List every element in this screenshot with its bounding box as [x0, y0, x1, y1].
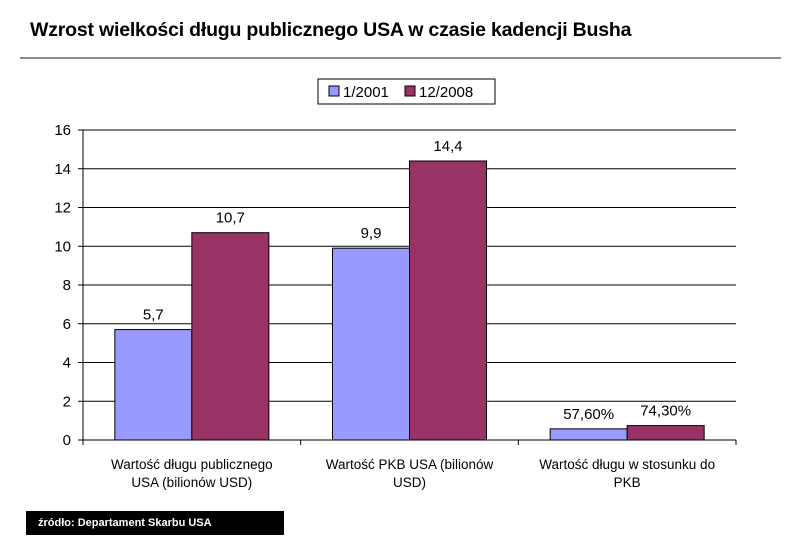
category-label: USD) — [393, 475, 426, 490]
bar-series-1 — [549, 428, 628, 441]
data-label: 5,7 — [143, 307, 164, 324]
data-label: 10,7 — [216, 210, 245, 227]
y-tick-label: 10 — [54, 238, 71, 255]
legend-swatch-series-1 — [328, 85, 340, 97]
page-title: Wzrost wielkości długu publicznego USA w… — [30, 19, 632, 41]
y-tick-label: 0 — [63, 432, 71, 449]
title-divider — [20, 57, 781, 59]
data-label: 14,4 — [433, 138, 462, 155]
bar-chart: 1/2001 12/2008 0 2 4 6 8 10 12 14 16 5,7 10,7 9,9 1… — [54, 78, 737, 490]
bar-series-2 — [191, 232, 270, 441]
y-tick-label: 14 — [54, 161, 71, 178]
legend-swatch-series-2 — [404, 85, 416, 97]
bar-series-2 — [409, 160, 487, 441]
category-label: Wartość długu w stosunku do — [539, 457, 715, 472]
legend-label-series-2: 12/2008 — [419, 84, 473, 101]
legend-label-series-1: 1/2001 — [343, 84, 389, 101]
bars — [114, 160, 705, 441]
chart-legend: 1/2001 12/2008 — [317, 78, 496, 105]
category-label: PKB — [614, 475, 641, 490]
y-tick-label: 12 — [54, 200, 71, 217]
category-label: Wartość PKB USA (bilionów — [326, 457, 494, 472]
bar-series-1 — [332, 247, 410, 441]
category-label: Wartość długu publicznego — [111, 457, 273, 472]
y-tick-label: 4 — [63, 355, 71, 372]
data-labels: 5,7 10,7 9,9 14,4 57,60% 74,30% — [143, 138, 691, 423]
bar-series-1 — [114, 329, 193, 441]
y-tick-labels: 0 2 4 6 8 10 12 14 16 — [54, 122, 71, 449]
category-labels: Wartość długu publicznego USA (bilionów U… — [111, 457, 715, 490]
y-tick-label: 6 — [63, 316, 71, 333]
source-note: źródło: Departament Skarbu USA — [26, 511, 284, 535]
data-label: 9,9 — [361, 225, 382, 242]
category-label: USA (bilionów USD) — [131, 475, 252, 490]
data-label: 57,60% — [563, 406, 614, 423]
axes — [78, 129, 737, 445]
y-tick-label: 8 — [63, 277, 71, 294]
y-tick-label: 16 — [54, 122, 71, 139]
bar-series-2 — [626, 425, 705, 441]
y-tick-label: 2 — [63, 393, 71, 410]
data-label: 74,30% — [640, 403, 691, 420]
